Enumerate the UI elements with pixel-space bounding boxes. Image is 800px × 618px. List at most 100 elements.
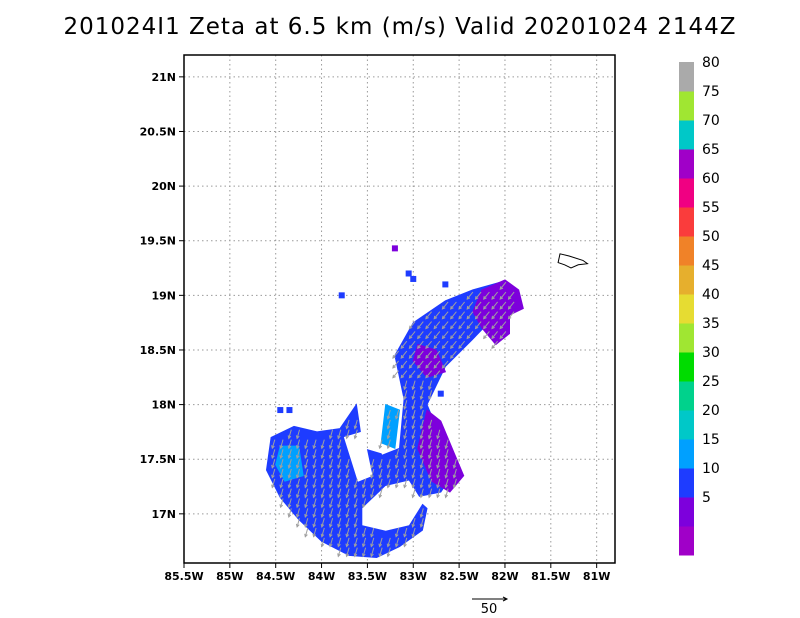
wind-vector [412,527,416,537]
wind-vector [395,468,400,478]
wind-vector [329,429,334,439]
wind-vector [428,488,433,498]
wind-vector [409,360,416,369]
wind-vector [450,311,457,320]
wind-vector-head [394,533,399,538]
wind-vector [428,468,433,478]
wind-vector-head [425,364,429,369]
wind-vector [412,468,416,478]
wind-vector [466,301,474,310]
colorbar-bin [679,381,694,411]
wind-vector [403,459,408,469]
wind-vector-head [428,425,432,430]
wind-vector-head [295,435,300,440]
wind-vector [387,478,391,488]
wind-vector-head [408,345,413,350]
wind-vector [313,498,317,508]
wind-vector [400,370,408,379]
wind-vector-head [345,474,350,479]
wind-vector-head [419,484,424,489]
wind-vector [362,547,367,557]
wind-vector-head [458,325,462,330]
wind-vector [346,459,350,469]
wind-vector-head [441,364,446,369]
wind-vector [387,547,391,557]
y-tick-label: 21N [151,71,176,84]
wind-vector [499,331,507,339]
wind-vector-head [392,364,396,369]
wind-vector-head [279,494,284,499]
wind-vector [458,311,465,320]
wind-vector [436,488,441,498]
wind-vector [428,390,433,400]
wind-vector-head [370,543,374,548]
wind-vector-head [491,345,495,350]
wind-vector [387,439,391,449]
wind-vector-head [419,425,424,430]
wind-vector-head [378,464,383,469]
wind-vector-head [419,386,424,391]
colorbar-label: 50 [702,229,720,245]
wind-vector-head [394,454,399,459]
wind-vector [417,340,424,349]
wind-vector-head [353,523,358,528]
wind-vector-head [400,355,405,359]
wind-vector-head [392,355,396,359]
wind-vector [412,419,416,429]
wind-vector [346,468,350,478]
wind-vector [288,468,292,478]
wind-vector-head [312,523,317,528]
wind-vector [420,468,424,478]
wind-vector-head [337,504,341,509]
colorbar-label: 60 [702,171,720,187]
wind-vector [412,478,416,488]
wind-vector [362,498,367,508]
wind-vector-head [328,513,333,518]
wind-vector-head [386,474,391,479]
wind-vector [329,449,334,459]
isolated-echo [442,281,449,288]
reference-vector-label: 50 [481,602,498,617]
wind-vector-head [403,425,407,430]
wind-vector-head [483,296,487,300]
y-tick-label: 18.5N [140,344,176,357]
x-tick-label: 84W [308,570,335,583]
wind-vector [403,380,408,390]
x-tick-label: 85W [216,570,243,583]
wind-vector-head [411,494,416,499]
wind-vector-head [337,523,341,528]
wind-vector-head [411,386,416,391]
wind-vector-head [419,464,424,469]
y-tick-label: 19N [151,289,176,302]
colorbar-label: 80 [702,55,720,71]
wind-vector [428,478,433,488]
wind-vector [420,488,424,498]
wind-vector [304,459,309,469]
wind-vector-head [428,386,432,391]
wind-vector [412,409,416,419]
x-tick-label: 84.5W [256,570,295,583]
wind-vector-head [312,464,317,469]
wind-vector-head [408,374,413,379]
wind-vector-head [386,543,391,548]
wind-vector-head [345,523,350,528]
wind-vector [288,449,292,459]
wind-vector [321,508,325,518]
wind-vector-head [345,553,350,558]
wind-vector [403,449,408,459]
zeta-field [265,245,524,559]
wind-vector-head [271,454,275,459]
wind-vector [288,498,292,508]
wind-vector [499,301,507,310]
wind-vector [362,478,367,488]
wind-vector [304,498,309,508]
wind-vector [403,390,408,400]
wind-vector [420,409,424,419]
colorbar-label: 20 [702,403,720,419]
wind-vector [436,449,441,459]
wind-vector-head [353,494,358,499]
colorbar-bin [679,265,694,295]
wind-vector [425,331,432,339]
wind-vector-head [378,553,383,558]
